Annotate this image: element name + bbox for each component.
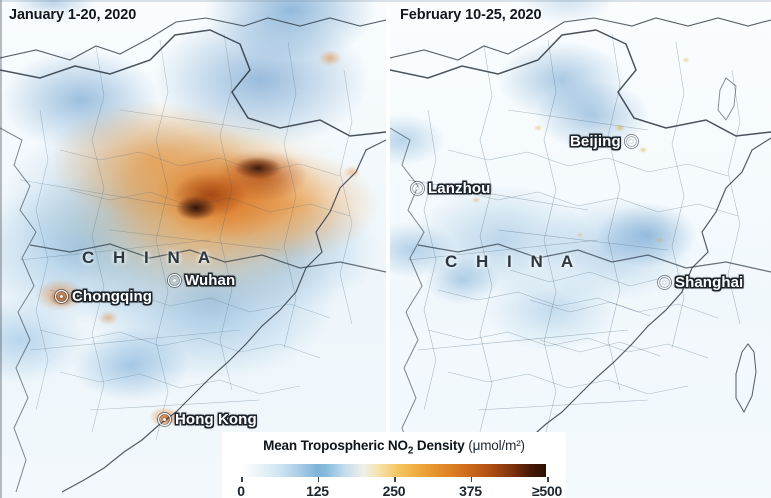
legend-tick-label-3: 375 [459, 482, 482, 498]
legend-title-tail: Density [413, 438, 465, 453]
city-label-wuhan: Wuhan [185, 272, 236, 289]
city-dot-icon [158, 413, 171, 426]
legend-bar-wrap [232, 463, 556, 477]
legend-tick-marks [232, 476, 556, 482]
city-label-lanzhou: Lanzhou [428, 180, 491, 197]
city-label-hong-kong: Hong Kong [175, 411, 257, 428]
legend-tick-4 [547, 476, 549, 482]
legend-tick-0 [241, 476, 243, 482]
legend-title: Mean Tropospheric NO2 Density (μmol/m²) [232, 438, 556, 458]
country-label-china-right: C H I N A [445, 252, 581, 271]
map-panel-february[interactable]: C H I N A Beijing Lanzhou Shanghai [390, 0, 771, 498]
figure-edge-top [0, 0, 771, 2]
legend-tick-label-0: 0 [237, 482, 245, 498]
legend-tick-1 [317, 476, 319, 482]
city-label-beijing: Beijing [570, 133, 621, 150]
legend-tick-label-2: 250 [382, 482, 406, 498]
panel-title-february: February 10-25, 2020 [400, 7, 542, 23]
map-base-february [390, 0, 771, 498]
city-dot-icon [658, 276, 671, 289]
legend-tick-label-1: 125 [306, 482, 329, 498]
city-dot-icon [411, 182, 424, 195]
city-dot-icon [624, 135, 638, 148]
legend-colorbar: Mean Tropospheric NO2 Density (μmol/m²) … [222, 432, 566, 498]
city-marker-shanghai[interactable]: Shanghai [658, 274, 743, 291]
map-panel-january[interactable]: C H I N A Chongqing Wuhan Hong Kong [0, 0, 386, 498]
country-label-china-left: C H I N A [82, 248, 218, 267]
legend-tick-2 [394, 476, 396, 482]
figure-edge-left [0, 0, 2, 498]
city-marker-wuhan[interactable]: Wuhan [168, 272, 235, 289]
city-label-shanghai: Shanghai [675, 274, 744, 291]
panel-title-january: January 1-20, 2020 [9, 7, 137, 23]
city-marker-hong-kong[interactable]: Hong Kong [158, 411, 257, 428]
city-marker-lanzhou[interactable]: Lanzhou [411, 180, 490, 197]
city-marker-beijing[interactable]: Beijing [570, 133, 638, 150]
map-base-january [0, 0, 386, 498]
legend-title-subscript: 2 [407, 445, 414, 457]
road-network-february [390, 17, 771, 493]
city-dot-icon [168, 274, 181, 287]
city-marker-chongqing[interactable]: Chongqing [55, 288, 152, 305]
legend-gradient-bar [241, 463, 547, 477]
legend-tick-label-4: ≥500 [531, 482, 563, 498]
legend-tick-labels: 0 125 250 375 ≥500 [232, 482, 562, 498]
legend-title-main: Mean Tropospheric NO [263, 438, 408, 453]
legend-title-unit: (μmol/m²) [468, 438, 525, 453]
city-label-chongqing: Chongqing [72, 288, 153, 305]
panel-divider [386, 0, 390, 498]
legend-tick-3 [470, 476, 472, 482]
city-dot-icon [55, 290, 68, 303]
road-network-january [0, 17, 386, 493]
